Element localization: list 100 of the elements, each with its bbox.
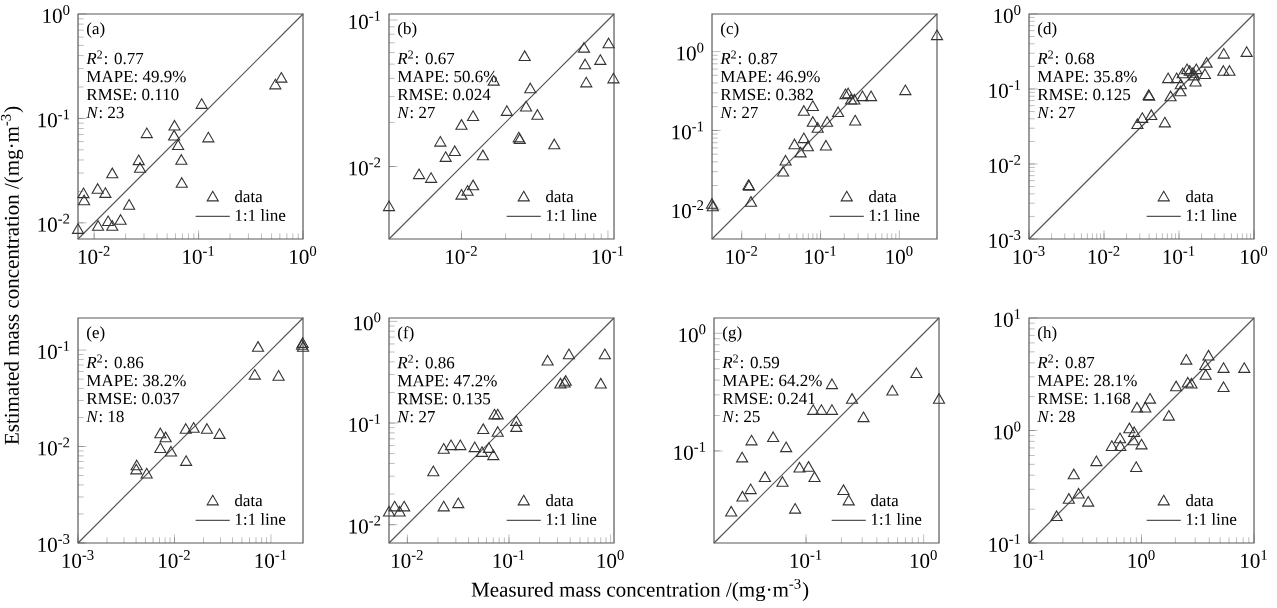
y-tick-label: 10$^{1}$ [994, 309, 1021, 327]
annotation: MAPE: 64.2% [722, 374, 822, 387]
annotation: N: 25 [722, 410, 760, 423]
annotation: MAPE: 46.9% [720, 70, 820, 83]
x-tick-label: 10$^{-1}$ [1013, 550, 1045, 568]
x-tick-label: 10$^{-2}$ [392, 550, 423, 568]
x-tick-label: 10$^{-1}$ [183, 246, 214, 264]
y-tick-label: 10$^{0}$ [679, 324, 706, 343]
x-tick-label: 10$^{-1}$ [592, 246, 624, 264]
x-tick-label: 10$^{-3}$ [1013, 246, 1045, 264]
legend-label: data [1186, 494, 1214, 507]
legend-label: data [871, 494, 899, 507]
y-tick-label: 10$^{-2}$ [672, 200, 704, 219]
y-tick-label: 10$^{0}$ [994, 421, 1021, 440]
y-tick-label: 10$^{-2}$ [349, 515, 381, 534]
x-tick-label: 10$^{-2}$ [446, 246, 477, 264]
annotation: MAPE: 47.2% [397, 374, 497, 387]
legend-label: 1:1 line [546, 513, 597, 526]
annotation: (b) [398, 22, 417, 38]
legend-label: data [546, 190, 574, 203]
x-tick-label: 10$^{-3}$ [62, 550, 94, 568]
legend-label: data [235, 494, 263, 507]
y-tick-label: 10$^{-1}$ [38, 109, 70, 128]
y-tick-label: 10$^{0}$ [677, 42, 704, 61]
y-tick-label: 10$^{0}$ [994, 5, 1021, 23]
y-tick-label: 10$^{-1}$ [674, 442, 706, 460]
x-tick-label: 10$^{-2}$ [726, 246, 758, 264]
annotation: R$^{2}$: 0.68 [1037, 50, 1095, 65]
annotation: R$^{2}$: 0.77 [86, 50, 144, 65]
annotation: MAPE: 50.6% [397, 70, 497, 83]
y-axis-title: Estimated mass concentration /(mg·m$^{-3}$) [0, 106, 24, 445]
y-tick-label: 10$^{-3}$ [38, 534, 70, 552]
y-tick-label: 10$^{-1}$ [989, 534, 1021, 552]
annotation: R$^{2}$: 0.87 [720, 50, 778, 65]
y-tick-label: 10$^{-1}$ [349, 414, 381, 432]
annotation: N: 27 [397, 106, 435, 119]
annotation: RMSE: 0.024 [397, 88, 491, 101]
legend-label: data [546, 494, 574, 507]
legend-label: data [1186, 190, 1214, 203]
annotation: (a) [87, 22, 105, 38]
y-tick-label: 10$^{-2}$ [38, 213, 70, 232]
annotation: (f) [398, 326, 414, 342]
annotation: MAPE: 28.1% [1037, 374, 1137, 387]
annotation: R$^{2}$: 0.86 [86, 354, 144, 369]
x-tick-label: 10$^{0}$ [1241, 246, 1268, 264]
legend-label: 1:1 line [869, 209, 920, 222]
annotation: (d) [1038, 22, 1057, 38]
legend-label: 1:1 line [871, 513, 922, 526]
x-axis-title: Measured mass concentration /(mg·m$^{-3}$) [471, 578, 809, 602]
annotation: R$^{2}$: 0.67 [397, 50, 455, 65]
y-tick-label: 10$^{-2}$ [989, 155, 1021, 173]
y-tick-label: 10$^{0}$ [354, 312, 381, 331]
legend-label: 1:1 line [235, 513, 286, 526]
annotation: N: 28 [1037, 410, 1075, 423]
annotation: N: 18 [86, 410, 124, 423]
annotation: N: 27 [720, 106, 758, 119]
legend-label: 1:1 line [546, 209, 597, 222]
annotation: R$^{2}$: 0.59 [722, 354, 780, 369]
x-tick-label: 10$^{1}$ [1241, 550, 1267, 568]
x-tick-label: 10$^{-1}$ [255, 550, 287, 568]
y-tick-label: 10$^{-1}$ [989, 80, 1021, 98]
y-tick-label: 10$^{-1}$ [672, 121, 704, 140]
x-tick-label: 10$^{0}$ [1128, 550, 1155, 569]
y-tick-label: 10$^{-1}$ [349, 11, 381, 29]
legend-label: 1:1 line [235, 209, 286, 222]
x-tick-label: 10$^{-2}$ [159, 550, 190, 568]
annotation: (h) [1038, 326, 1057, 342]
y-tick-label: 10$^{0}$ [43, 5, 70, 23]
annotation: RMSE: 0.382 [720, 88, 813, 101]
legend-label: data [235, 190, 263, 203]
annotation: MAPE: 35.8% [1037, 70, 1137, 83]
annotation: R$^{2}$: 0.87 [1037, 354, 1095, 369]
annotation: RMSE: 1.168 [1037, 392, 1131, 405]
annotation: RMSE: 0.110 [86, 88, 179, 101]
y-tick-label: 10$^{-1}$ [38, 341, 70, 360]
annotation: N: 23 [86, 106, 124, 119]
x-tick-label: 10$^{0}$ [597, 550, 624, 569]
x-tick-label: 10$^{0}$ [886, 246, 913, 265]
legend-label: data [869, 190, 897, 203]
annotation: (e) [87, 326, 105, 342]
x-tick-label: 10$^{-1}$ [493, 550, 525, 568]
annotation: (g) [723, 326, 742, 342]
y-tick-label: 10$^{-2}$ [38, 437, 70, 456]
x-tick-label: 10$^{0}$ [910, 550, 937, 569]
annotation: N: 27 [397, 410, 435, 423]
y-tick-label: 10$^{-2}$ [349, 157, 381, 176]
annotation: N: 27 [1037, 106, 1075, 119]
annotation: MAPE: 38.2% [86, 374, 186, 387]
x-tick-label: 10$^{-2}$ [78, 246, 110, 264]
annotation: RMSE: 0.037 [86, 392, 180, 405]
x-tick-label: 10$^{-1}$ [805, 246, 836, 264]
x-tick-label: 10$^{0}$ [290, 246, 317, 265]
annotation: RMSE: 0.125 [1037, 88, 1131, 101]
legend-label: 1:1 line [1186, 209, 1237, 222]
x-tick-label: 10$^{-1}$ [790, 550, 822, 568]
annotation: R$^{2}$: 0.86 [397, 354, 455, 369]
y-tick-label: 10$^{-3}$ [989, 230, 1021, 248]
x-tick-label: 10$^{-1}$ [1163, 246, 1195, 264]
annotation: RMSE: 0.135 [397, 392, 491, 405]
x-tick-label: 10$^{-2}$ [1088, 246, 1120, 264]
